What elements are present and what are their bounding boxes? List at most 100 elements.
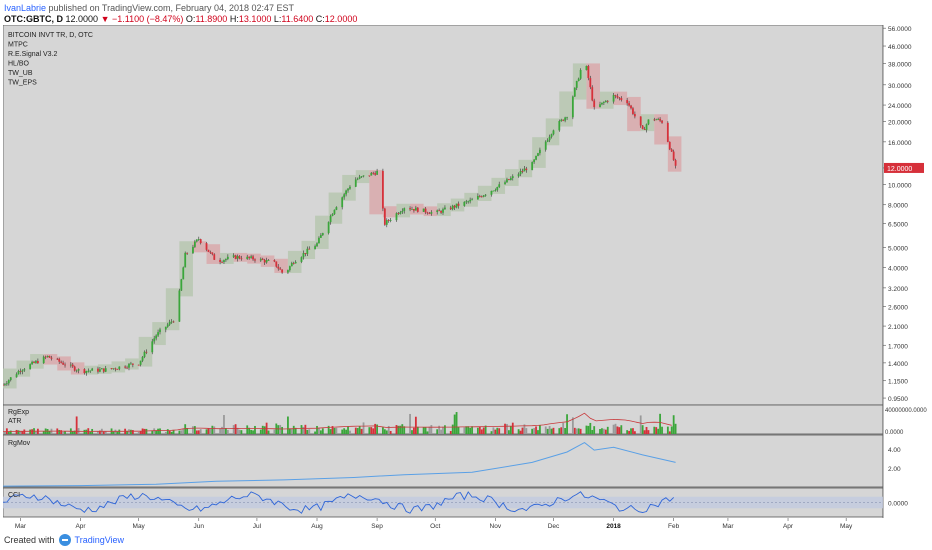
candle-body bbox=[517, 174, 520, 177]
candle-body bbox=[157, 332, 159, 336]
volume-bar bbox=[116, 431, 119, 434]
candle-body bbox=[97, 368, 99, 372]
legend-item: BITCOIN INVT TR, D, OTC bbox=[8, 32, 93, 39]
candle-body bbox=[73, 366, 76, 371]
candle-body bbox=[639, 116, 642, 126]
candle-body bbox=[655, 119, 658, 121]
volume-bar bbox=[97, 431, 99, 434]
tradingview-link[interactable]: TradingView bbox=[74, 535, 125, 545]
chart-svg[interactable]: 56.0000 46.0000 38.0000 30.0000 24.0000 20.00… bbox=[3, 25, 929, 530]
candle-body bbox=[193, 241, 196, 247]
volume-bar bbox=[587, 425, 590, 434]
volume-bar bbox=[304, 424, 307, 434]
candle-body bbox=[341, 197, 344, 208]
range-box bbox=[165, 288, 180, 331]
volume-bar bbox=[463, 427, 466, 434]
volume-bar bbox=[618, 427, 621, 434]
volume-bar bbox=[17, 430, 20, 434]
range-box bbox=[301, 240, 316, 260]
volume-bar bbox=[172, 429, 175, 434]
last-price: 12.0000 bbox=[65, 14, 99, 24]
candle-body bbox=[546, 140, 549, 142]
candle-body bbox=[492, 190, 495, 192]
volume-bar bbox=[287, 416, 289, 434]
candle-body bbox=[195, 239, 198, 242]
candle-body bbox=[335, 207, 338, 210]
candle-body bbox=[248, 256, 251, 258]
candle-body bbox=[321, 233, 324, 236]
volume-bar bbox=[430, 424, 433, 434]
chart-area[interactable]: 56.0000 46.0000 38.0000 30.0000 24.0000 20.00… bbox=[3, 25, 929, 530]
volume-bar bbox=[370, 427, 373, 434]
rgmov-axis-label: 4.00 bbox=[888, 447, 901, 454]
volume-bar bbox=[75, 416, 78, 434]
close-label: C: bbox=[315, 14, 325, 24]
volume-bar bbox=[632, 428, 634, 434]
volume-bar bbox=[453, 414, 456, 434]
candle-body bbox=[480, 196, 483, 198]
candle-body bbox=[504, 182, 506, 185]
volume-bar bbox=[182, 428, 185, 434]
range-box bbox=[586, 63, 601, 109]
candle-body bbox=[451, 205, 454, 210]
candle-body bbox=[131, 363, 134, 365]
footer: Created with TradingView bbox=[4, 534, 124, 546]
high-label: H: bbox=[229, 14, 239, 24]
range-box bbox=[396, 203, 411, 218]
candle-body bbox=[469, 199, 472, 202]
author-link[interactable]: IvanLabrie bbox=[4, 3, 47, 13]
range-box bbox=[30, 354, 44, 369]
volume-bar bbox=[7, 431, 10, 434]
candle-body bbox=[259, 258, 262, 261]
candle-body bbox=[246, 256, 249, 260]
volume-bar bbox=[589, 422, 592, 434]
candle-body bbox=[430, 212, 433, 214]
volume-bar bbox=[476, 427, 479, 434]
candle-body bbox=[87, 370, 90, 372]
candle-body bbox=[426, 212, 429, 214]
candle-body bbox=[211, 252, 214, 255]
volume-bar bbox=[585, 425, 588, 434]
candle-body bbox=[455, 203, 458, 208]
candle-body bbox=[360, 176, 363, 178]
volume-bar bbox=[104, 431, 107, 434]
candle-body bbox=[403, 208, 406, 211]
volume-bar bbox=[197, 430, 200, 434]
price-tick-label: 8.0000 bbox=[888, 203, 908, 210]
candle-body bbox=[389, 220, 392, 221]
candle-body bbox=[349, 186, 351, 189]
price-tick-label: 3.2000 bbox=[888, 286, 908, 293]
volume-bar bbox=[358, 426, 361, 434]
volume-bar bbox=[118, 429, 121, 434]
candle-body bbox=[130, 363, 132, 365]
volume-bar bbox=[354, 427, 357, 434]
candle-body bbox=[539, 149, 541, 154]
price-tick-label: 38.0000 bbox=[888, 61, 912, 68]
candle-body bbox=[533, 159, 536, 163]
volume-bar bbox=[504, 423, 506, 434]
volume-bar bbox=[659, 413, 661, 434]
volume-bar bbox=[184, 424, 187, 434]
volume-bar bbox=[428, 426, 431, 434]
range-box bbox=[491, 177, 506, 194]
candle-body bbox=[544, 141, 547, 150]
volume-bar bbox=[60, 430, 63, 434]
time-tick-label: Feb bbox=[668, 523, 680, 530]
volume-bar bbox=[314, 431, 316, 434]
candle-body bbox=[521, 171, 524, 172]
volume-bar bbox=[186, 428, 189, 434]
candle-body bbox=[463, 201, 466, 206]
volume-bar bbox=[290, 428, 293, 434]
volume-bar bbox=[478, 426, 481, 434]
volume-bar bbox=[376, 424, 378, 434]
volume-bar bbox=[327, 425, 330, 434]
volume-bar bbox=[23, 429, 26, 434]
candle-body bbox=[496, 186, 499, 191]
volume-bar bbox=[521, 427, 524, 434]
candle-body bbox=[23, 369, 26, 371]
candle-body bbox=[252, 256, 254, 260]
volume-bar bbox=[232, 425, 235, 434]
candle-body bbox=[535, 155, 537, 160]
candle-body bbox=[618, 97, 621, 99]
time-tick-label: Jun bbox=[194, 523, 205, 530]
